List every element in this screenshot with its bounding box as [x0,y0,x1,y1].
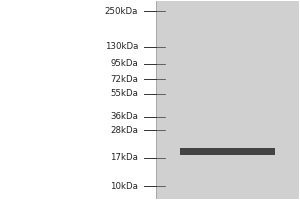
Text: 10kDa: 10kDa [110,182,138,191]
Text: 95kDa: 95kDa [110,59,138,68]
Bar [156,1,298,199]
Text: 55kDa: 55kDa [110,89,138,98]
Bar [180,148,275,155]
Text: 72kDa: 72kDa [110,75,138,84]
Text: 130kDa: 130kDa [105,42,138,51]
Text: 36kDa: 36kDa [110,112,138,121]
Text: 17kDa: 17kDa [110,153,138,162]
Text: 28kDa: 28kDa [110,126,138,135]
Text: 250kDa: 250kDa [105,7,138,16]
